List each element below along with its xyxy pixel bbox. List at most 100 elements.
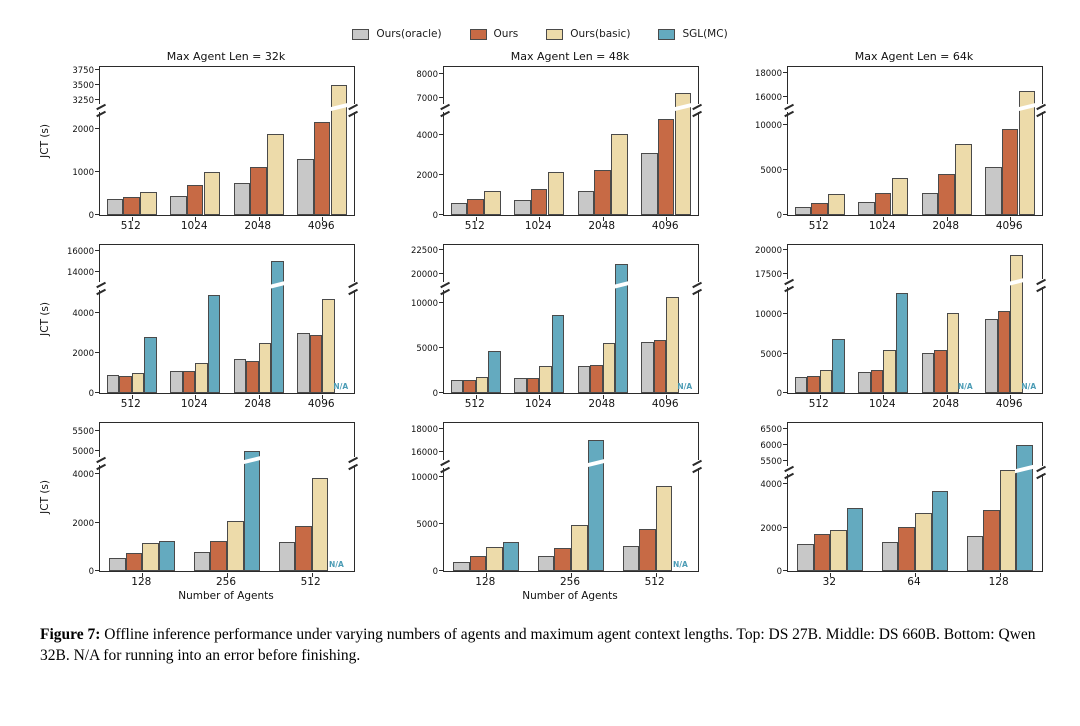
y-tick-label: 3250 (72, 95, 94, 106)
y-tick-labels: 0 2000 4000 14000 16000 (53, 244, 99, 400)
y-tick-label: 16000 (410, 448, 438, 459)
axis-break-mark (692, 288, 702, 295)
y-tick-label: 0 (776, 211, 782, 221)
bar (170, 195, 187, 215)
spacer (725, 414, 1043, 422)
y-tick-label: 16000 (754, 93, 782, 103)
y-tick-mark (783, 168, 787, 170)
bar (813, 534, 831, 571)
axis-break-gap (673, 103, 692, 112)
y-tick-mark (439, 272, 443, 274)
axis-break-spine-gap (98, 104, 102, 113)
plot-row: 0 5000 10000 16000 18000 N/A (381, 422, 702, 577)
x-tick-label: 4096 (307, 220, 335, 232)
chart-title: Max Agent Len = 64k (854, 50, 974, 63)
x-tick-mark (602, 395, 604, 399)
bar (182, 371, 196, 393)
y-tick-label: 14000 (66, 268, 94, 279)
spacer (381, 236, 699, 244)
bar (858, 201, 875, 215)
y-tick-mark (439, 570, 443, 571)
axis-break-spine-gap (786, 104, 790, 113)
y-tick-mark (95, 521, 99, 523)
bar (170, 371, 183, 393)
y-tick-label: 0 (776, 389, 782, 399)
y-tick-label: 3750 (72, 65, 94, 76)
axis-break-mark (1036, 285, 1046, 292)
bar (955, 143, 972, 215)
bar (653, 339, 667, 393)
x-tick-labels: 128 256 512 (99, 576, 355, 588)
x-tick-mark (131, 395, 133, 399)
bar (641, 341, 654, 393)
bar (295, 526, 312, 571)
axis-break-spine-gap (442, 282, 446, 291)
y-tick-mark (439, 134, 443, 136)
y-axis-label (381, 422, 397, 572)
y-tick-mark (439, 301, 443, 303)
y-tick-labels: 0 5000 10000 17500 20000 (741, 244, 787, 399)
bar (475, 376, 489, 393)
bar (469, 555, 487, 571)
x-tick-label: 1024 (524, 398, 552, 410)
chart-legend: Ours(oracle) Ours Ours(basic) SGL(MC) (0, 0, 1080, 40)
spacer (37, 414, 355, 422)
axis-break-spine-gap (696, 104, 700, 113)
axis-break-mark (692, 110, 702, 117)
y-tick-mark (783, 272, 787, 274)
y-tick-mark (95, 214, 99, 215)
bar (109, 557, 126, 571)
x-axis-label: Number of Agents (178, 590, 274, 602)
y-axis-label (725, 66, 741, 216)
x-tick-mark (883, 217, 885, 221)
subplot: Max Agent Len = 64k 0 5000 10000 16000 18000 5… (725, 50, 1046, 232)
x-tick-mark (1010, 217, 1012, 221)
axis-break-spine-gap (696, 282, 700, 291)
y-axis-label (725, 422, 741, 572)
y-axis-label (381, 66, 397, 216)
bar (602, 342, 616, 393)
x-tick-labels: 512 1024 2048 4096 (443, 398, 699, 410)
x-tick-label: 128 (475, 576, 496, 588)
y-tick-label: 20000 (754, 245, 782, 256)
bar (258, 343, 272, 393)
y-tick-mark (783, 313, 787, 315)
bar (794, 377, 808, 393)
y-tick-label: 4000 (760, 480, 782, 491)
y-tick-label: 3500 (72, 80, 94, 91)
bar (915, 513, 932, 571)
na-label: N/A (329, 560, 344, 569)
bar (946, 313, 960, 393)
y-tick-mark (439, 73, 443, 75)
x-tick-label: 2048 (932, 398, 960, 410)
bar (233, 183, 251, 215)
y-tick-label: 4000 (72, 309, 94, 320)
plot-area (783, 66, 1046, 221)
y-tick-mark (783, 460, 787, 461)
bar (514, 200, 531, 215)
x-tick-label: 512 (464, 398, 485, 410)
bar (125, 552, 143, 571)
bar (450, 203, 468, 215)
bar (526, 377, 540, 393)
bar (484, 191, 501, 215)
y-tick-label: 0 (432, 211, 438, 221)
y-tick-label: 18000 (410, 424, 438, 435)
bar (467, 199, 484, 215)
bar (870, 370, 884, 393)
y-tick-mark (783, 570, 787, 571)
bar (537, 555, 555, 571)
axis-break-spine-gap (98, 282, 102, 291)
y-tick-label: 5000 (760, 165, 782, 176)
bar (270, 261, 285, 393)
bar (486, 546, 503, 571)
subplot: JCT (s) 0 2000 4000 14000 16000 N/A 512 1024 2048… (37, 236, 358, 410)
axis-break-mark (692, 466, 702, 473)
legend-item: Ours(oracle) (352, 28, 442, 40)
plot-area: N/A (95, 422, 358, 577)
x-tick-mark (322, 395, 324, 399)
bar (207, 295, 220, 393)
y-tick-labels: 0 2000 4000 5000 5500 (53, 422, 99, 577)
bar (846, 508, 864, 571)
